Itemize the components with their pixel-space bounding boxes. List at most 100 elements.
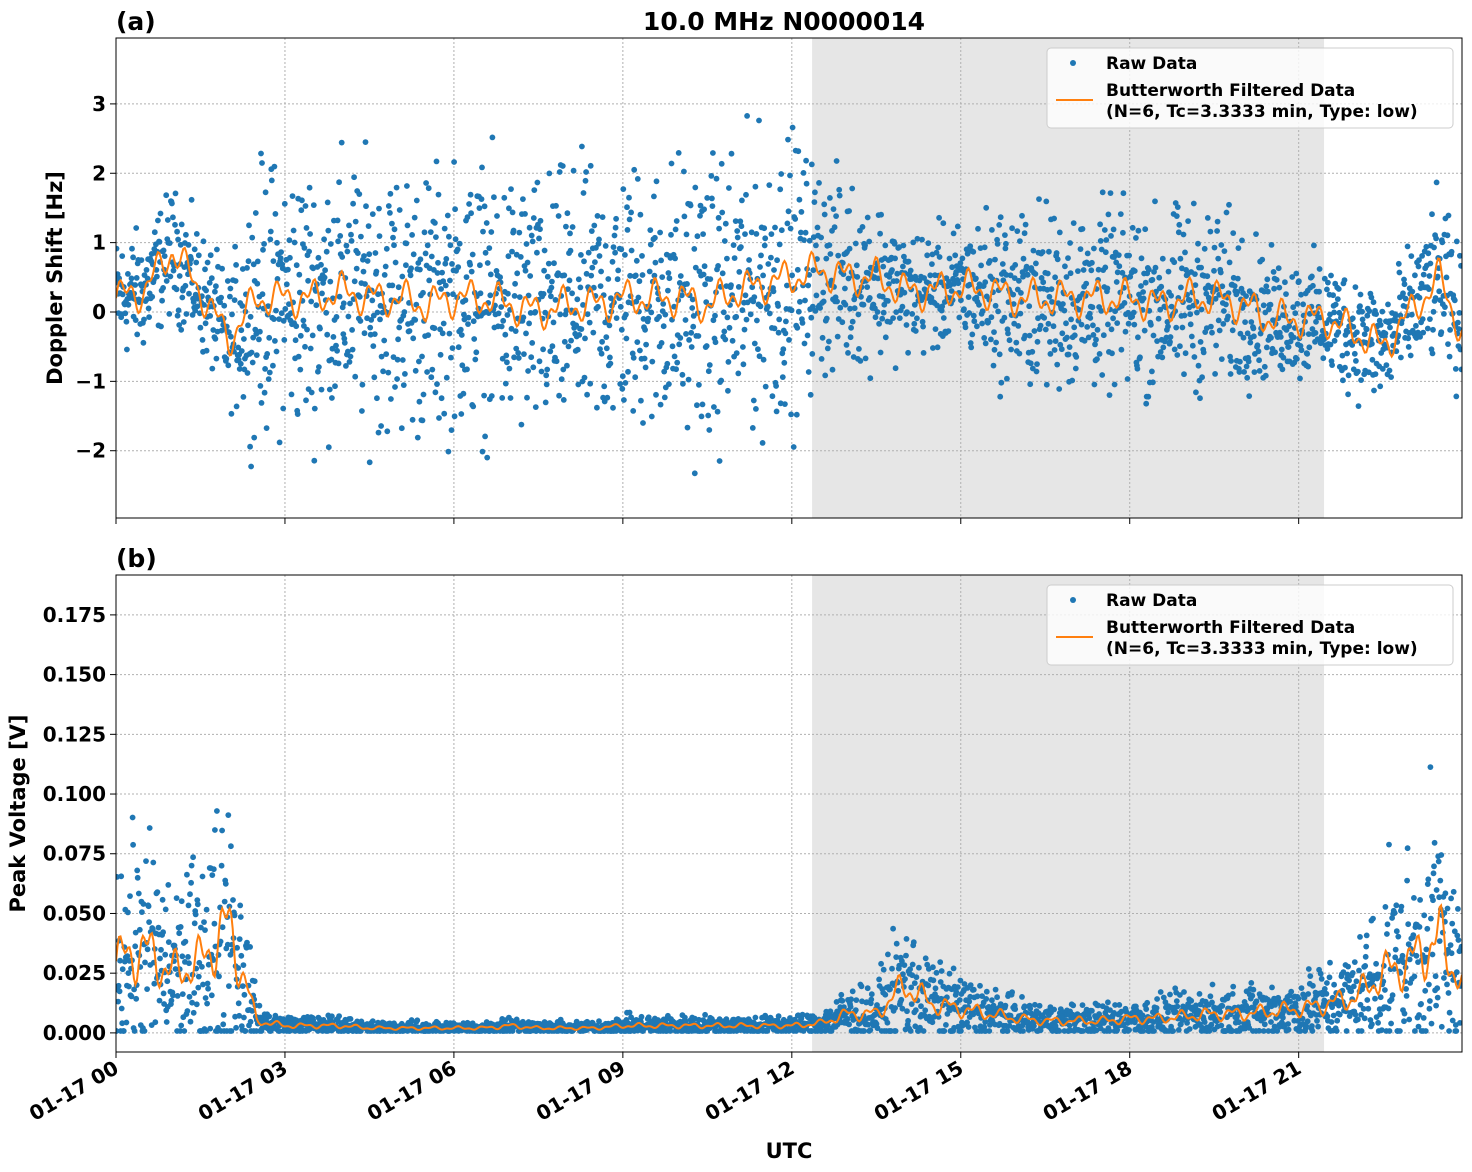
raw-data-point	[1385, 301, 1391, 308]
raw-data-point	[715, 263, 721, 269]
raw-data-point	[443, 256, 450, 262]
raw-data-point	[586, 319, 593, 326]
raw-data-point	[238, 348, 245, 354]
raw-data-point	[347, 353, 354, 360]
raw-data-point	[1003, 272, 1010, 278]
raw-data-point	[1226, 259, 1233, 266]
raw-data-point	[760, 356, 767, 363]
raw-data-point	[524, 394, 530, 401]
raw-data-point	[970, 986, 977, 993]
raw-data-point	[401, 309, 408, 315]
raw-data-point	[439, 269, 445, 276]
raw-data-point	[447, 242, 454, 249]
panel-label: (a)	[116, 7, 156, 36]
y-tick-label: 2	[92, 161, 106, 185]
raw-data-point	[874, 309, 881, 315]
raw-data-point	[1099, 372, 1106, 378]
raw-data-point	[1167, 991, 1173, 998]
raw-data-point	[1246, 393, 1253, 399]
raw-data-point	[1143, 1006, 1150, 1012]
raw-data-point	[249, 359, 256, 366]
raw-data-point	[1266, 306, 1272, 313]
raw-data-point	[628, 247, 635, 254]
raw-data-point	[298, 207, 305, 214]
raw-data-point	[530, 215, 537, 221]
raw-data-point	[849, 185, 856, 192]
raw-data-point	[820, 298, 827, 305]
raw-data-point	[451, 159, 457, 165]
raw-data-point	[744, 113, 750, 119]
raw-data-point	[193, 231, 200, 237]
raw-data-point	[538, 368, 545, 375]
raw-data-point	[1339, 352, 1346, 359]
raw-data-point	[983, 204, 990, 211]
raw-data-point	[457, 326, 464, 333]
raw-data-point	[523, 241, 530, 247]
raw-data-point	[358, 233, 364, 240]
raw-data-point	[235, 344, 242, 351]
raw-data-point	[336, 179, 342, 186]
raw-data-point	[909, 961, 916, 968]
raw-data-point	[1065, 255, 1071, 261]
raw-data-point	[699, 401, 706, 408]
raw-data-point	[305, 277, 311, 284]
raw-data-point	[434, 270, 441, 276]
raw-data-point	[1030, 247, 1037, 254]
raw-data-point	[1171, 259, 1178, 266]
raw-data-point	[1172, 1009, 1179, 1015]
raw-data-point	[738, 223, 745, 230]
raw-data-point	[520, 196, 526, 203]
raw-data-point	[957, 260, 964, 266]
raw-data-point	[432, 220, 438, 226]
raw-data-point	[1287, 998, 1293, 1005]
raw-data-point	[350, 200, 356, 207]
raw-data-point	[787, 225, 794, 232]
raw-data-point	[858, 983, 865, 990]
raw-data-point	[408, 1017, 415, 1023]
raw-data-point	[901, 253, 907, 260]
raw-data-point	[346, 359, 353, 365]
raw-data-point	[639, 272, 646, 278]
raw-data-point	[409, 416, 416, 423]
raw-data-point	[565, 286, 571, 292]
raw-data-point	[274, 239, 280, 246]
raw-data-point	[643, 341, 649, 348]
raw-data-point	[756, 353, 763, 360]
raw-data-point	[1303, 1023, 1310, 1030]
raw-data-point	[596, 253, 603, 259]
raw-data-point	[435, 191, 442, 198]
raw-data-point	[618, 326, 625, 333]
raw-data-point	[1327, 341, 1334, 348]
raw-data-point	[432, 389, 439, 396]
raw-data-point	[798, 229, 804, 236]
raw-data-point	[528, 354, 535, 361]
raw-data-point	[1138, 255, 1145, 262]
raw-data-point	[335, 238, 341, 245]
raw-data-point	[919, 318, 926, 325]
raw-data-point	[464, 214, 471, 221]
raw-data-point	[306, 248, 312, 255]
raw-data-point	[911, 320, 918, 327]
raw-data-point	[1355, 403, 1362, 409]
raw-data-point	[689, 305, 696, 311]
raw-data-point	[176, 322, 183, 328]
raw-data-point	[1002, 245, 1009, 252]
raw-data-point	[684, 281, 690, 287]
raw-data-point	[238, 952, 245, 959]
raw-data-point	[479, 448, 486, 455]
raw-data-point	[306, 184, 313, 191]
raw-data-point	[738, 244, 744, 250]
raw-data-point	[381, 337, 388, 344]
raw-data-point	[1165, 323, 1171, 330]
raw-data-point	[731, 255, 738, 261]
raw-data-point	[1436, 288, 1443, 295]
raw-data-point	[178, 898, 185, 905]
raw-data-point	[1177, 343, 1183, 350]
raw-data-point	[1455, 319, 1461, 326]
raw-data-point	[118, 1005, 125, 1012]
raw-data-point	[344, 248, 351, 255]
raw-data-point	[1094, 356, 1100, 362]
raw-data-point	[1294, 356, 1300, 362]
raw-data-point	[752, 183, 759, 190]
raw-data-point	[428, 253, 435, 260]
